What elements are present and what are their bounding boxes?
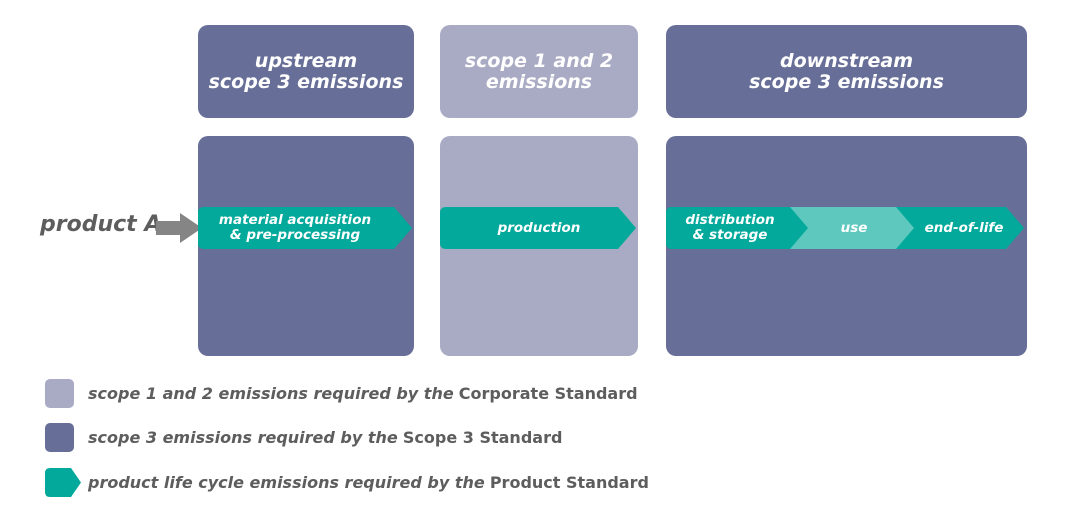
stage-material-label: material acquisition & pre-processing (205, 207, 385, 249)
input-arrow-icon (156, 213, 202, 243)
upstream-header: upstream scope 3 emissions (198, 25, 414, 118)
upstream-header-line-1: upstream (254, 49, 358, 72)
stage-production-arrow (440, 207, 636, 249)
legend-italic-scope3: scope 3 emissions required by the (88, 428, 398, 447)
stage-use-label: use (840, 219, 868, 236)
legend-text-scope12: scope 1 and 2 emissions required by the … (88, 384, 638, 403)
stage-material-line-2: & pre-processing (229, 227, 361, 243)
downstream-header: downstream scope 3 emissions (666, 25, 1027, 118)
stage-distribution-label: distribution & storage (668, 207, 792, 249)
stage-distribution-line-2: & storage (692, 227, 768, 243)
stage-production-label: production (497, 219, 581, 236)
legend-standard-corporate: Corporate Standard (458, 384, 638, 403)
legend-italic-scope12: scope 1 and 2 emissions required by the (88, 384, 454, 403)
legend-row-scope3: scope 3 emissions required by the Scope … (45, 423, 562, 452)
legend-swatch-dark (45, 423, 74, 452)
stage-material-arrow (198, 207, 412, 249)
legend-standard-product: Product Standard (489, 473, 649, 492)
legend-text-product: product life cycle emissions required by… (88, 473, 649, 492)
product-label: product A (40, 212, 162, 237)
scope12-header: scope 1 and 2 emissions (440, 25, 638, 118)
legend-text-scope3: scope 3 emissions required by the Scope … (88, 428, 562, 447)
legend-italic-product: product life cycle emissions required by… (88, 473, 485, 492)
legend-row-product: product life cycle emissions required by… (45, 468, 649, 497)
scope12-header-line-1: scope 1 and 2 (464, 49, 614, 72)
legend-swatch-teal-arrow-icon (45, 468, 81, 497)
stage-end-of-life-label: end-of-life (924, 219, 1004, 236)
upstream-header-line-2: scope 3 emissions (208, 70, 404, 93)
stage-material-line-1: material acquisition (218, 212, 372, 228)
legend-row-scope12: scope 1 and 2 emissions required by the … (45, 379, 638, 408)
scope12-header-line-2: emissions (485, 70, 593, 93)
downstream-header-line-1: downstream (780, 49, 913, 72)
legend-standard-scope3: Scope 3 Standard (402, 428, 563, 447)
stage-distribution-line-1: distribution (685, 212, 775, 228)
stage-downstream-arrows (666, 207, 1024, 249)
legend-swatch-light (45, 379, 74, 408)
downstream-header-line-2: scope 3 emissions (749, 70, 944, 93)
